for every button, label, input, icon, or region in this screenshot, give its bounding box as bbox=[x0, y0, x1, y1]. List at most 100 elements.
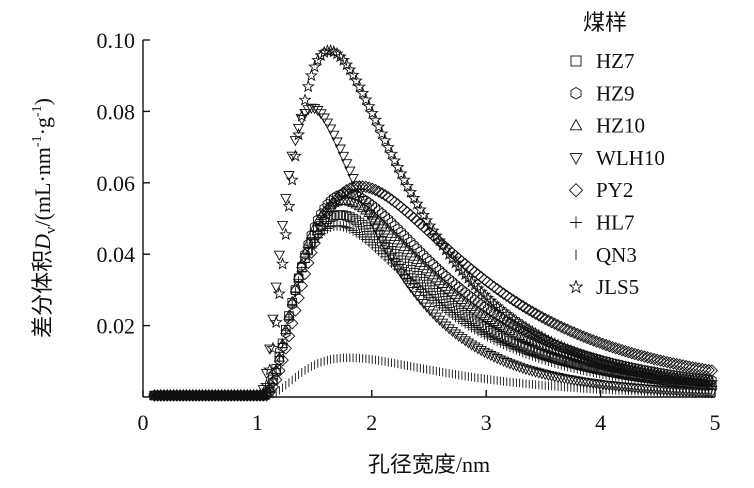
y-axis-title-sub: v bbox=[43, 226, 59, 234]
point-JLS5-86 bbox=[423, 218, 437, 232]
y-axis-title-sup1: -1 bbox=[30, 135, 45, 147]
legend-title: 煤样 bbox=[583, 10, 627, 35]
point-JLS5-43 bbox=[285, 173, 299, 186]
point-JLS5-73 bbox=[381, 140, 395, 153]
point-HZ7-89 bbox=[434, 290, 445, 301]
point-WLH10-133 bbox=[574, 377, 587, 388]
point-JLS5-82 bbox=[410, 197, 424, 210]
point-PY2-141 bbox=[599, 338, 613, 352]
point-JLS5-168 bbox=[686, 373, 700, 386]
point-JLS5-88 bbox=[429, 229, 443, 242]
point-HZ7-60 bbox=[341, 211, 352, 221]
point-PY2-109 bbox=[497, 287, 510, 300]
point-HZ10-109 bbox=[497, 321, 510, 332]
point-JLS5-98 bbox=[461, 271, 475, 284]
y-axis-title-var: D bbox=[30, 234, 55, 251]
point-PY2-115 bbox=[516, 299, 530, 313]
point-WLH10-36 bbox=[264, 344, 276, 355]
point-PY2-72 bbox=[378, 188, 392, 202]
point-WLH10-125 bbox=[549, 372, 561, 383]
tick-labels: 0 1 2 3 4 5 0.02 0.04 0.06 0.08 0.10 bbox=[97, 28, 721, 435]
point-WLH10-101 bbox=[472, 344, 484, 355]
point-PY2-145 bbox=[612, 342, 626, 356]
point-PY2-42 bbox=[282, 329, 296, 343]
point-WLH10-71 bbox=[376, 235, 388, 247]
point-JLS5-68 bbox=[365, 106, 379, 119]
point-PY2-68 bbox=[366, 182, 379, 195]
point-HZ10-103 bbox=[478, 309, 491, 320]
point-WLH10-51 bbox=[312, 106, 324, 117]
point-PY2-127 bbox=[555, 320, 568, 334]
x-tick-label-3: 3 bbox=[481, 410, 492, 435]
point-PY2-125 bbox=[548, 317, 562, 331]
point-JLS5-100 bbox=[468, 278, 482, 291]
point-HZ7-59 bbox=[338, 210, 349, 220]
y-axis-title-unit-mid: ·g bbox=[30, 117, 55, 135]
point-WLH10-74 bbox=[385, 253, 398, 264]
x-tick-label-5: 5 bbox=[710, 410, 721, 435]
point-WLH10-136 bbox=[584, 378, 596, 389]
point-PY2-53 bbox=[317, 213, 331, 226]
point-HL7-49 bbox=[306, 242, 317, 254]
point-HZ9-58 bbox=[335, 189, 345, 201]
point-JLS5-172 bbox=[698, 374, 712, 388]
point-JLS5-83 bbox=[413, 202, 427, 216]
point-JLS5-89 bbox=[433, 233, 446, 247]
point-WLH10-132 bbox=[571, 376, 583, 387]
point-WLH10-90 bbox=[437, 318, 449, 329]
point-PY2-103 bbox=[478, 273, 491, 286]
point-HZ9-98 bbox=[463, 289, 474, 301]
point-PY2-61 bbox=[343, 182, 357, 195]
point-WLH10-138 bbox=[590, 379, 603, 390]
point-WLH10-60 bbox=[340, 159, 353, 170]
point-JLS5-40 bbox=[276, 257, 290, 270]
point-HZ9-79 bbox=[402, 233, 413, 245]
point-WLH10-38 bbox=[270, 282, 282, 293]
point-HZ7-83 bbox=[415, 273, 426, 284]
point-PY2-60 bbox=[340, 184, 353, 197]
point-HZ7-68 bbox=[367, 227, 378, 238]
point-HZ7-62 bbox=[348, 213, 358, 224]
ticks bbox=[142, 39, 716, 397]
point-JLS5-60 bbox=[340, 57, 354, 71]
legend-label-QN3: QN3 bbox=[596, 243, 637, 267]
point-HZ7-57 bbox=[332, 210, 342, 220]
point-HZ10-105 bbox=[485, 313, 497, 324]
point-JLS5-162 bbox=[666, 370, 680, 384]
point-WLH10-93 bbox=[446, 326, 459, 338]
point-WLH10-123 bbox=[542, 370, 555, 382]
point-PY2-105 bbox=[484, 278, 498, 291]
point-PY2-57 bbox=[330, 192, 344, 205]
point-PY2-128 bbox=[558, 322, 571, 335]
point-WLH10-83 bbox=[414, 295, 427, 306]
series-JLS5 bbox=[147, 43, 719, 402]
point-WLH10-131 bbox=[568, 376, 580, 387]
point-JLS5-72 bbox=[378, 133, 392, 147]
point-JLS5-36 bbox=[263, 362, 277, 376]
point-WLH10-48 bbox=[302, 105, 314, 116]
point-HL7-39 bbox=[274, 351, 285, 362]
point-HZ10-113 bbox=[510, 328, 523, 339]
point-JLS5-67 bbox=[362, 99, 376, 113]
y-tick-label-0.08: 0.08 bbox=[97, 99, 136, 124]
point-HZ7-84 bbox=[418, 276, 429, 287]
legend-marker-HZ9 bbox=[570, 86, 582, 100]
point-HZ10-122 bbox=[539, 341, 551, 352]
point-PY2-129 bbox=[561, 323, 574, 337]
point-HZ7-81 bbox=[409, 267, 419, 278]
point-HZ10-128 bbox=[558, 348, 571, 359]
point-PY2-113 bbox=[510, 295, 523, 309]
point-PY2-131 bbox=[567, 326, 581, 339]
point-PY2-134 bbox=[577, 330, 590, 343]
point-WLH10-43 bbox=[286, 151, 298, 162]
point-HZ10-111 bbox=[504, 324, 516, 336]
point-HZ9-82 bbox=[412, 242, 422, 254]
legend-label-HL7: HL7 bbox=[596, 211, 635, 235]
point-HZ7-79 bbox=[402, 261, 413, 272]
point-PY2-67 bbox=[362, 181, 376, 194]
point-JLS5-50 bbox=[308, 60, 322, 73]
point-HZ10-124 bbox=[545, 343, 558, 354]
point-HZ7-86 bbox=[425, 282, 435, 293]
point-HZ9-77 bbox=[396, 226, 406, 238]
point-PY2-71 bbox=[375, 187, 389, 200]
